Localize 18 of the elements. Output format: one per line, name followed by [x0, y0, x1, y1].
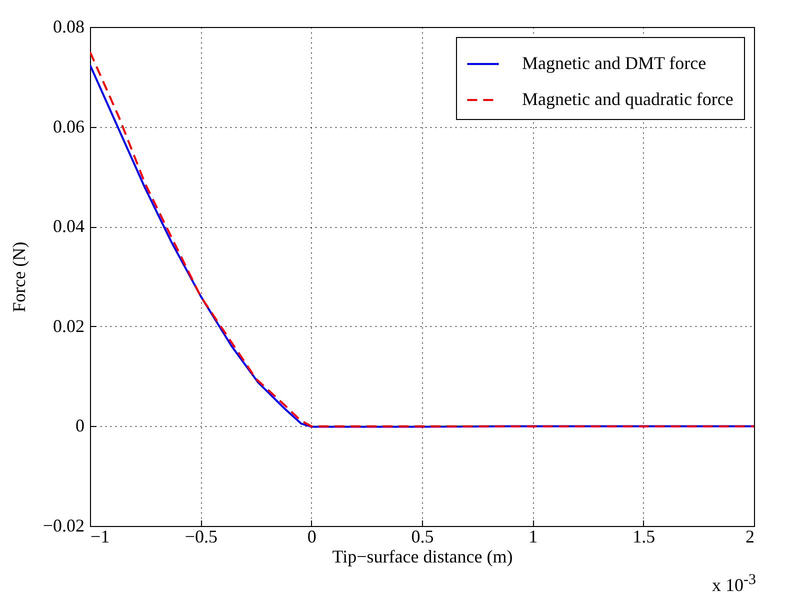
x-tick-label: 0 [307, 526, 316, 546]
x-tick-label: −0.5 [184, 526, 218, 546]
x-axis-title: Tip−surface distance (m) [332, 546, 513, 566]
y-axis-title: Force (N) [8, 242, 29, 312]
x-tick-label: 1.5 [632, 526, 656, 546]
x-tick-label: 1 [528, 526, 538, 546]
x-tick-label: −1 [90, 526, 110, 546]
y-tick-label: 0.02 [53, 316, 84, 336]
x-tick-label: 2 [746, 526, 754, 546]
x-tick-label: 0.5 [411, 526, 434, 546]
legend-label: Magnetic and DMT force [522, 53, 706, 73]
y-tick-label: 0.06 [53, 116, 84, 136]
y-tick-label: −0.02 [42, 516, 84, 536]
y-tick-label: 0.04 [53, 216, 84, 236]
y-tick-label: 0.08 [53, 16, 84, 36]
y-tick-label: 0 [76, 416, 84, 436]
text: x 10$^{-3}$ [712, 572, 756, 596]
legend-label: Magnetic and quadratic force [522, 89, 734, 109]
